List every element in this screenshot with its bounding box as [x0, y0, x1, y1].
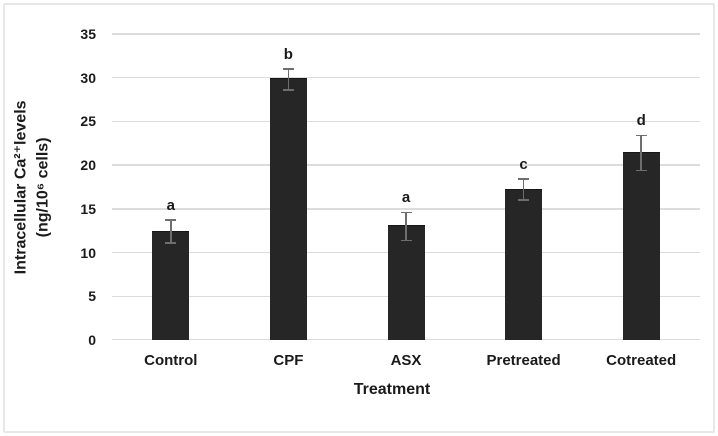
- significance-letter: d: [636, 112, 646, 130]
- error-bar: [522, 179, 525, 201]
- gridline: [112, 120, 700, 123]
- y-tick-label: 0: [88, 332, 96, 348]
- y-axis-ticks: 0 5 10 15 20 25 30 35: [52, 26, 96, 348]
- bar: [622, 151, 660, 340]
- error-bar: [640, 135, 642, 171]
- error-bar: [287, 68, 290, 90]
- significance-letter: b: [283, 45, 293, 63]
- error-bar-cap-bottom: [518, 199, 530, 201]
- y-tick-label: 5: [88, 288, 96, 305]
- y-tick-label: 15: [80, 200, 96, 217]
- x-axis-ticks: Control CPF ASX Pretreated Cotreated: [112, 351, 700, 373]
- error-bar: [170, 220, 172, 243]
- x-tick-label: Pretreated: [486, 352, 561, 369]
- error-bar-cap-top: [635, 134, 647, 137]
- significance-letter: c: [519, 156, 528, 174]
- error-bar-cap-top: [165, 219, 177, 221]
- x-tick-label: ASX: [390, 352, 422, 369]
- bar: [269, 78, 307, 340]
- x-tick-label: CPF: [273, 352, 304, 369]
- gridline: [112, 76, 700, 79]
- plot-area: a b a c d: [112, 33, 700, 340]
- gridline: [112, 208, 700, 210]
- x-axis-title: Treatment: [353, 381, 431, 398]
- gridline: [112, 164, 700, 166]
- significance-letter: a: [401, 189, 411, 207]
- bar: [152, 230, 190, 340]
- y-axis-title-line1: Intracellular Ca²⁺levels: [12, 100, 30, 274]
- error-bar: [405, 212, 407, 241]
- bar: [387, 225, 425, 340]
- error-bar-cap-top: [400, 211, 412, 214]
- error-bar-cap-top: [518, 178, 530, 180]
- error-bar-cap-bottom: [635, 169, 647, 172]
- y-tick-label: 35: [80, 26, 96, 42]
- y-tick-label: 10: [80, 244, 96, 261]
- x-tick-label: Cotreated: [606, 352, 677, 369]
- y-tick-label: 25: [80, 113, 96, 130]
- bar: [505, 188, 543, 340]
- error-bar-cap-bottom: [400, 239, 412, 242]
- x-tick-label: Control: [144, 352, 198, 369]
- significance-letter: a: [166, 197, 175, 215]
- error-bar-cap-bottom: [165, 242, 177, 244]
- y-tick-label: 20: [80, 157, 96, 174]
- error-bar-cap-bottom: [282, 89, 294, 91]
- error-bar-cap-top: [282, 68, 294, 70]
- y-tick-label: 30: [80, 69, 96, 86]
- gridline: [112, 33, 700, 35]
